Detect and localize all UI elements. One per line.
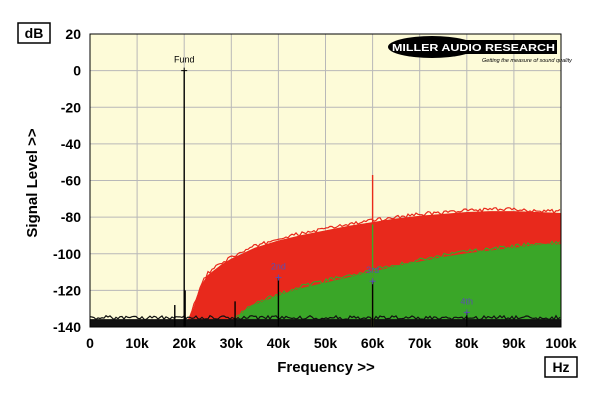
tick-labels: 0 10k 20k 30k 40k 50k 60k 70k 80k 90k 100k 20 0 -20 -4… bbox=[53, 26, 577, 351]
x-unit-box: Hz bbox=[544, 356, 578, 378]
series-area-2 bbox=[90, 319, 561, 327]
harmonic-label: Fund bbox=[174, 55, 195, 65]
x-tick-label: 70k bbox=[408, 335, 432, 351]
series-layer bbox=[90, 207, 561, 327]
x-tick-label: 80k bbox=[455, 335, 479, 351]
x-tick-label: 20k bbox=[173, 335, 197, 351]
y-axis-title: Signal Level >> bbox=[24, 128, 41, 237]
x-tick-label: 10k bbox=[125, 335, 149, 351]
y-tick-label: 20 bbox=[65, 26, 81, 42]
series-noise-edge-2 bbox=[90, 314, 561, 321]
harmonic-label: 4th bbox=[461, 296, 474, 306]
y-tick-label: 0 bbox=[73, 63, 81, 79]
x-tick-label: 0 bbox=[86, 335, 94, 351]
harmonic-label: 3rd bbox=[366, 265, 379, 275]
x-unit-label: Hz bbox=[552, 359, 569, 375]
x-tick-label: 40k bbox=[267, 335, 291, 351]
y-tick-label: -20 bbox=[61, 99, 81, 115]
series-area-1 bbox=[90, 244, 561, 327]
logo-brand-text: MILLER AUDIO RESEARCH bbox=[392, 42, 555, 54]
y-tick-label: -80 bbox=[61, 209, 81, 225]
y-tick-label: -100 bbox=[53, 246, 81, 262]
harmonic-label: 2nd bbox=[271, 262, 286, 272]
y-unit-box: dB bbox=[17, 22, 51, 44]
x-tick-label: 100k bbox=[545, 335, 576, 351]
logo-tagline: Getting the measure of sound quality bbox=[482, 58, 573, 64]
x-tick-label: 50k bbox=[314, 335, 338, 351]
x-tick-label: 30k bbox=[220, 335, 244, 351]
y-tick-label: -140 bbox=[53, 319, 81, 335]
miller-audio-research-logo: MILLER AUDIO RESEARCH Getting the measur… bbox=[388, 36, 573, 64]
y-tick-label: -120 bbox=[53, 282, 81, 298]
x-tick-label: 60k bbox=[361, 335, 385, 351]
y-unit-label: dB bbox=[25, 25, 44, 41]
x-tick-label: 90k bbox=[502, 335, 526, 351]
harmonic-annotations: Fund 2nd 3rd 4th bbox=[174, 55, 473, 316]
x-axis-title: Frequency >> bbox=[277, 359, 375, 376]
y-tick-label: -40 bbox=[61, 136, 81, 152]
plot-frame bbox=[89, 33, 562, 328]
y-tick-label: -60 bbox=[61, 173, 81, 189]
